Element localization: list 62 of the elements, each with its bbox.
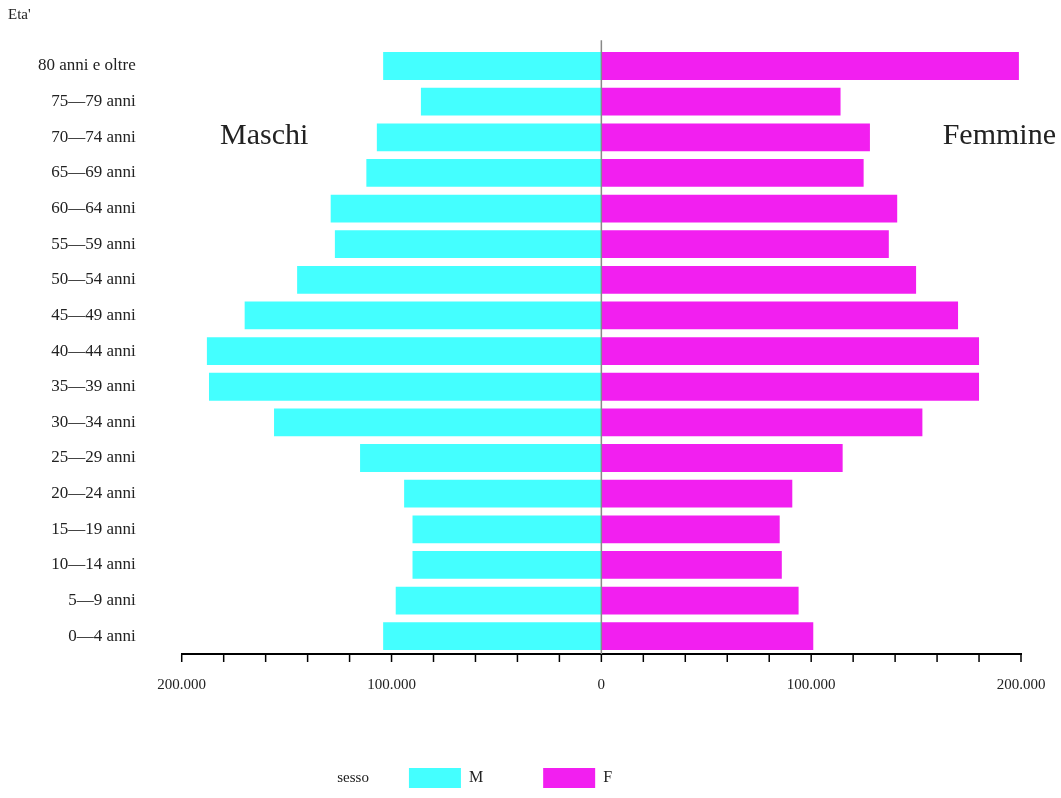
y-tick-label: 40—44 anni: [51, 340, 136, 360]
bar: [297, 265, 602, 294]
legend-label: M: [468, 768, 484, 786]
y-axis-title: Eta': [8, 6, 31, 23]
y-tick-label: 75—79 anni: [51, 91, 136, 111]
bar: [330, 194, 602, 223]
x-tick-label: 0: [597, 675, 606, 692]
x-tick-label: 100.000: [786, 675, 836, 692]
x-tick-label: 200.000: [157, 675, 207, 692]
bar: [601, 408, 923, 437]
bar: [420, 87, 602, 116]
bar: [601, 444, 843, 472]
annotation: Femmine: [942, 116, 1056, 150]
y-tick-label: 80 anni e oltre: [38, 55, 136, 75]
y-tick-label: 50—54 anni: [51, 269, 136, 289]
bar: [601, 159, 864, 187]
bar: [601, 586, 799, 615]
bar: [208, 372, 602, 401]
bar: [412, 551, 602, 579]
y-tick-label: 10—14 anni: [51, 554, 136, 574]
bar: [601, 551, 782, 579]
bar: [601, 52, 1019, 80]
bar: [274, 408, 602, 437]
bar: [366, 159, 602, 187]
bar: [601, 265, 917, 294]
y-tick-label: 70—74 anni: [51, 126, 136, 146]
y-tick-label: 55—59 anni: [51, 233, 136, 253]
bar: [601, 622, 814, 651]
bar: [244, 301, 602, 330]
y-tick-label: 15—19 anni: [51, 518, 136, 538]
bar: [601, 479, 793, 508]
bar: [601, 123, 870, 152]
y-tick-label: 30—34 anni: [51, 411, 136, 431]
bar: [360, 444, 602, 472]
y-tick-label: 5—9 anni: [68, 590, 136, 610]
bar: [601, 515, 780, 544]
bar: [601, 372, 980, 401]
bar: [383, 622, 602, 651]
x-tick-label: 200.000: [996, 675, 1046, 692]
bar: [601, 337, 980, 365]
bar: [412, 515, 602, 544]
bar: [334, 230, 602, 259]
bar: [601, 87, 841, 116]
bar: [601, 301, 959, 330]
y-tick-label: 65—69 anni: [51, 162, 136, 182]
x-tick-label: 100.000: [367, 675, 416, 692]
y-tick-label: 35—39 anni: [51, 376, 136, 396]
bar: [376, 123, 602, 152]
bar: [206, 337, 602, 365]
bar: [601, 230, 889, 259]
y-tick-label: 25—29 anni: [51, 447, 136, 467]
y-tick-label: 60—64 anni: [51, 198, 136, 218]
y-tick-label: 0—4 anni: [68, 625, 136, 645]
bar: [601, 194, 898, 223]
annotation: Maschi: [220, 116, 309, 150]
legend-title: sesso: [337, 768, 369, 785]
bar: [404, 479, 602, 508]
bar: [395, 586, 602, 615]
bar: [383, 52, 602, 80]
y-tick-label: 20—24 anni: [51, 483, 136, 503]
y-tick-label: 45—49 anni: [51, 304, 136, 324]
legend-label: F: [603, 768, 613, 786]
